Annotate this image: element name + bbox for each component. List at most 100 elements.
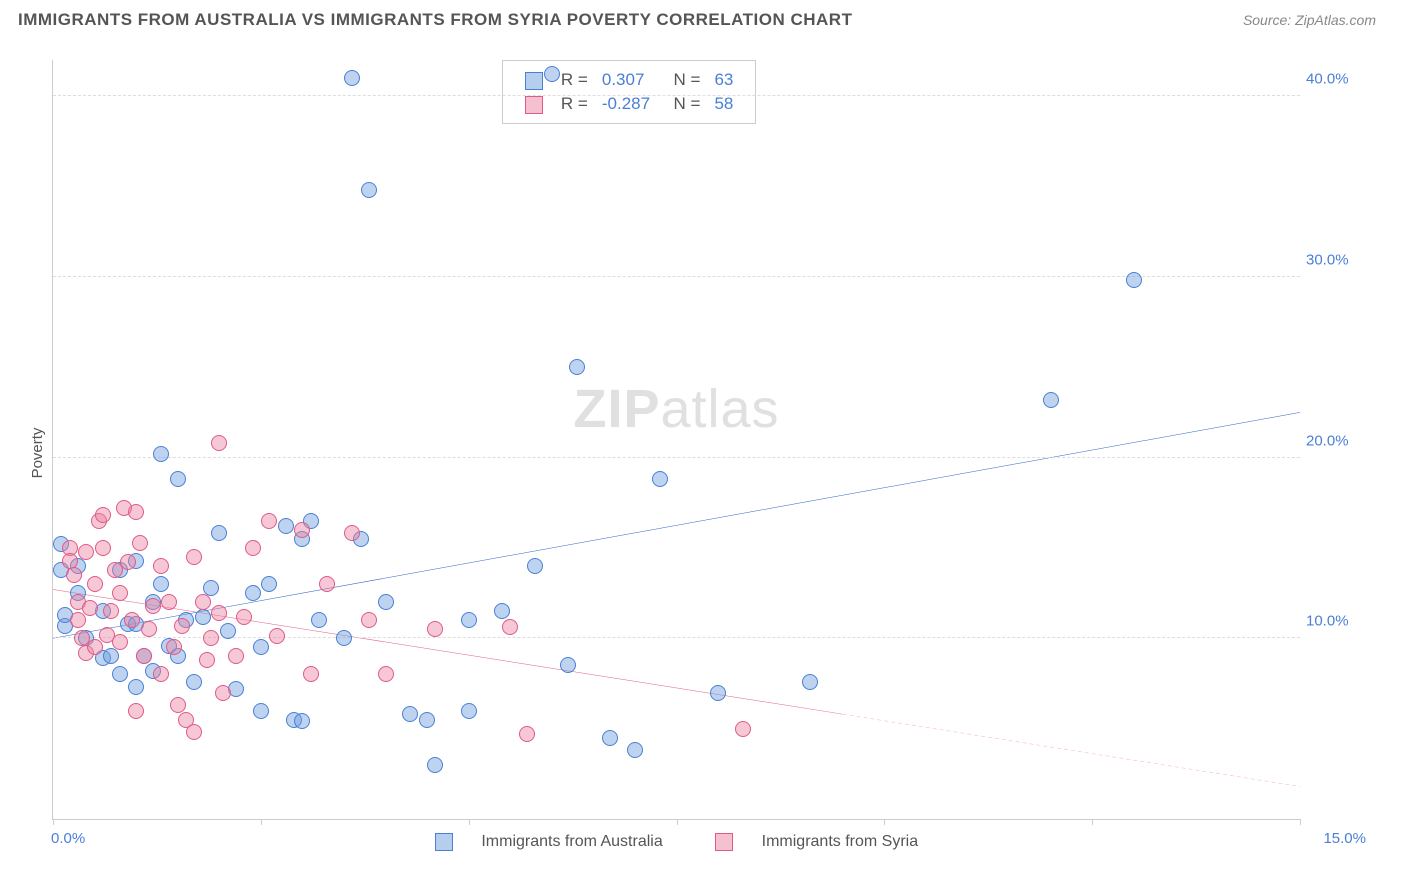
series-legend: Immigrants from Australia Immigrants fro… — [53, 833, 1300, 851]
point-syria — [261, 513, 277, 529]
x-tick-mark — [469, 819, 470, 825]
point-syria — [303, 666, 319, 682]
point-syria — [228, 648, 244, 664]
gridline — [53, 637, 1300, 638]
point-australia — [527, 558, 543, 574]
point-australia — [203, 580, 219, 596]
point-australia — [544, 66, 560, 82]
y-tick-label: 40.0% — [1306, 71, 1370, 88]
x-tick-mark — [53, 819, 54, 825]
point-syria — [236, 609, 252, 625]
watermark: ZIPatlas — [573, 378, 779, 440]
point-australia — [627, 742, 643, 758]
point-australia — [211, 525, 227, 541]
source-attribution: Source: ZipAtlas.com — [1243, 12, 1376, 28]
x-tick-mark — [677, 819, 678, 825]
point-syria — [203, 630, 219, 646]
point-australia — [710, 685, 726, 701]
legend-item-australia: Immigrants from Australia — [423, 833, 679, 850]
point-australia — [461, 703, 477, 719]
point-syria — [87, 639, 103, 655]
point-syria — [361, 612, 377, 628]
plot-area: ZIPatlas R = 0.307 N = 63 R = -0.287 N =… — [52, 60, 1300, 820]
point-syria — [128, 504, 144, 520]
x-tick-mark — [1300, 819, 1301, 825]
point-australia — [560, 657, 576, 673]
y-tick-label: 30.0% — [1306, 251, 1370, 268]
chart-title: IMMIGRANTS FROM AUSTRALIA VS IMMIGRANTS … — [18, 10, 852, 30]
point-australia — [494, 603, 510, 619]
point-syria — [70, 612, 86, 628]
point-syria — [378, 666, 394, 682]
stats-row-syria: R = -0.287 N = 58 — [519, 93, 739, 115]
gridline — [53, 276, 1300, 277]
r-value-australia: 0.307 — [596, 69, 656, 91]
point-australia — [336, 630, 352, 646]
point-syria — [66, 567, 82, 583]
gridline — [53, 457, 1300, 458]
point-syria — [170, 697, 186, 713]
point-syria — [145, 598, 161, 614]
point-syria — [141, 621, 157, 637]
point-australia — [419, 712, 435, 728]
point-syria — [211, 605, 227, 621]
n-value-syria: 58 — [708, 93, 739, 115]
point-syria — [78, 544, 94, 560]
point-australia — [402, 706, 418, 722]
point-australia — [253, 703, 269, 719]
r-value-syria: -0.287 — [596, 93, 656, 115]
point-australia — [253, 639, 269, 655]
point-australia — [112, 666, 128, 682]
swatch-australia-icon — [435, 833, 453, 851]
point-syria — [103, 603, 119, 619]
point-australia — [195, 609, 211, 625]
point-australia — [103, 648, 119, 664]
point-australia — [153, 446, 169, 462]
point-syria — [199, 652, 215, 668]
point-australia — [170, 471, 186, 487]
point-australia — [278, 518, 294, 534]
point-australia — [261, 576, 277, 592]
point-australia — [378, 594, 394, 610]
point-syria — [502, 619, 518, 635]
point-syria — [136, 648, 152, 664]
stats-legend: R = 0.307 N = 63 R = -0.287 N = 58 — [502, 60, 756, 124]
point-australia — [294, 713, 310, 729]
point-syria — [128, 703, 144, 719]
point-australia — [311, 612, 327, 628]
point-syria — [124, 612, 140, 628]
point-australia — [802, 674, 818, 690]
chart-container: Poverty ZIPatlas R = 0.307 N = 63 R = -0… — [18, 44, 1376, 862]
swatch-syria — [525, 96, 543, 114]
point-australia — [1043, 392, 1059, 408]
point-australia — [427, 757, 443, 773]
x-tick-mark — [261, 819, 262, 825]
x-tick-mark — [884, 819, 885, 825]
point-syria — [427, 621, 443, 637]
point-australia — [569, 359, 585, 375]
point-australia — [220, 623, 236, 639]
point-australia — [1126, 272, 1142, 288]
point-syria — [112, 585, 128, 601]
point-australia — [461, 612, 477, 628]
point-syria — [120, 554, 136, 570]
point-syria — [245, 540, 261, 556]
point-syria — [211, 435, 227, 451]
legend-item-syria: Immigrants from Syria — [703, 833, 930, 850]
point-syria — [166, 639, 182, 655]
point-syria — [95, 507, 111, 523]
point-syria — [519, 726, 535, 742]
point-syria — [186, 724, 202, 740]
point-syria — [95, 540, 111, 556]
point-australia — [652, 471, 668, 487]
point-australia — [153, 576, 169, 592]
point-syria — [186, 549, 202, 565]
point-syria — [132, 535, 148, 551]
x-tick-mark — [1092, 819, 1093, 825]
swatch-syria-icon — [715, 833, 733, 851]
point-australia — [344, 70, 360, 86]
point-australia — [128, 679, 144, 695]
point-australia — [361, 182, 377, 198]
point-syria — [161, 594, 177, 610]
point-syria — [112, 634, 128, 650]
